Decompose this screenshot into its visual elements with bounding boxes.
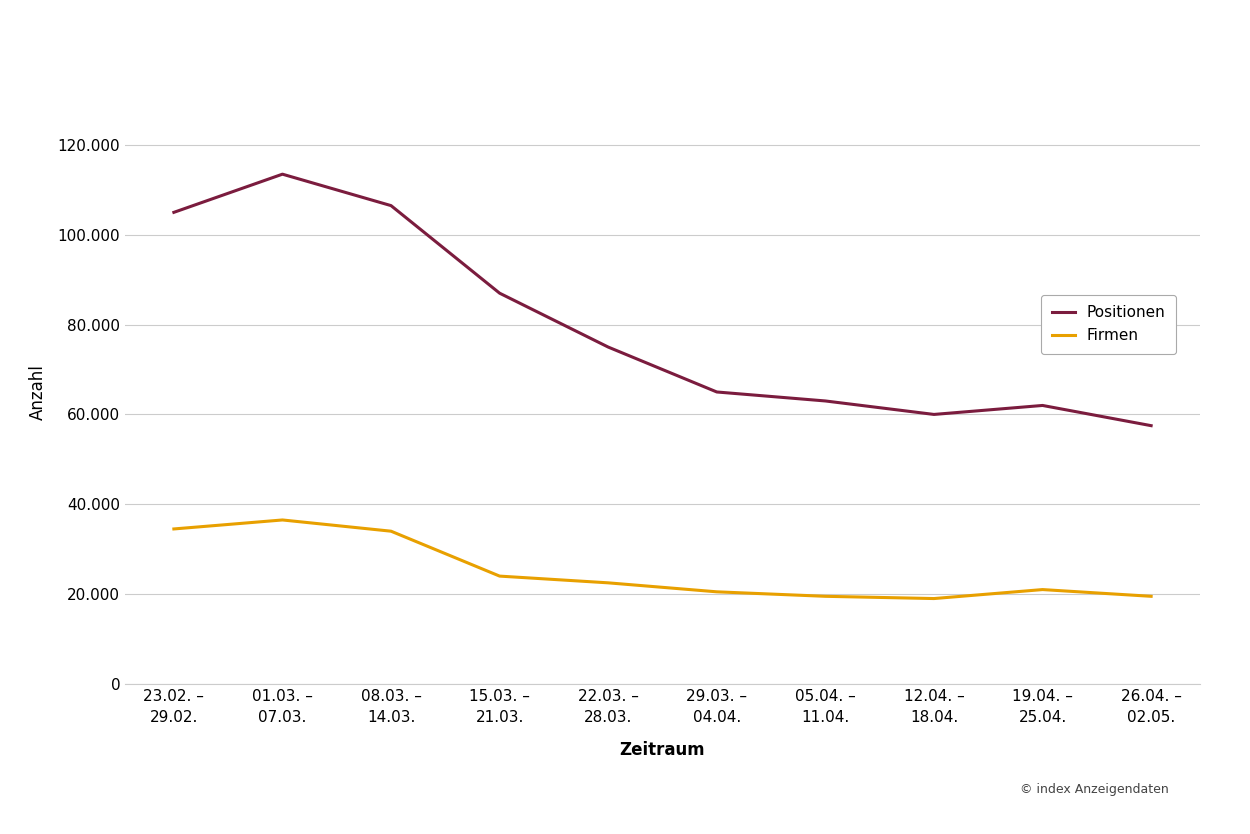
- Firmen: [818, 591, 832, 601]
- Positionen: [709, 387, 724, 397]
- X-axis label: Zeitraum: Zeitraum: [620, 741, 705, 760]
- Firmen: [926, 594, 941, 604]
- Firmen: [1035, 585, 1050, 595]
- Positionen: [818, 396, 832, 406]
- Positionen: [384, 201, 399, 211]
- Legend: Positionen, Firmen: Positionen, Firmen: [1041, 294, 1176, 354]
- Positionen: [275, 169, 290, 179]
- Firmen: [709, 587, 724, 597]
- Positionen: [601, 342, 616, 352]
- Y-axis label: Anzahl: Anzahl: [29, 364, 46, 420]
- Positionen: [492, 289, 508, 299]
- Line: Positionen: Positionen: [174, 174, 1151, 425]
- Firmen: [1144, 591, 1159, 601]
- Line: Firmen: Firmen: [174, 520, 1151, 599]
- Firmen: [275, 515, 290, 525]
- Firmen: [166, 524, 181, 534]
- Firmen: [384, 526, 399, 536]
- Text: © index Anzeigendaten: © index Anzeigendaten: [1020, 783, 1169, 796]
- Firmen: [601, 578, 616, 588]
- Positionen: [166, 208, 181, 218]
- Positionen: [1035, 400, 1050, 410]
- Positionen: [926, 409, 941, 420]
- Positionen: [1144, 420, 1159, 430]
- Firmen: [492, 571, 508, 581]
